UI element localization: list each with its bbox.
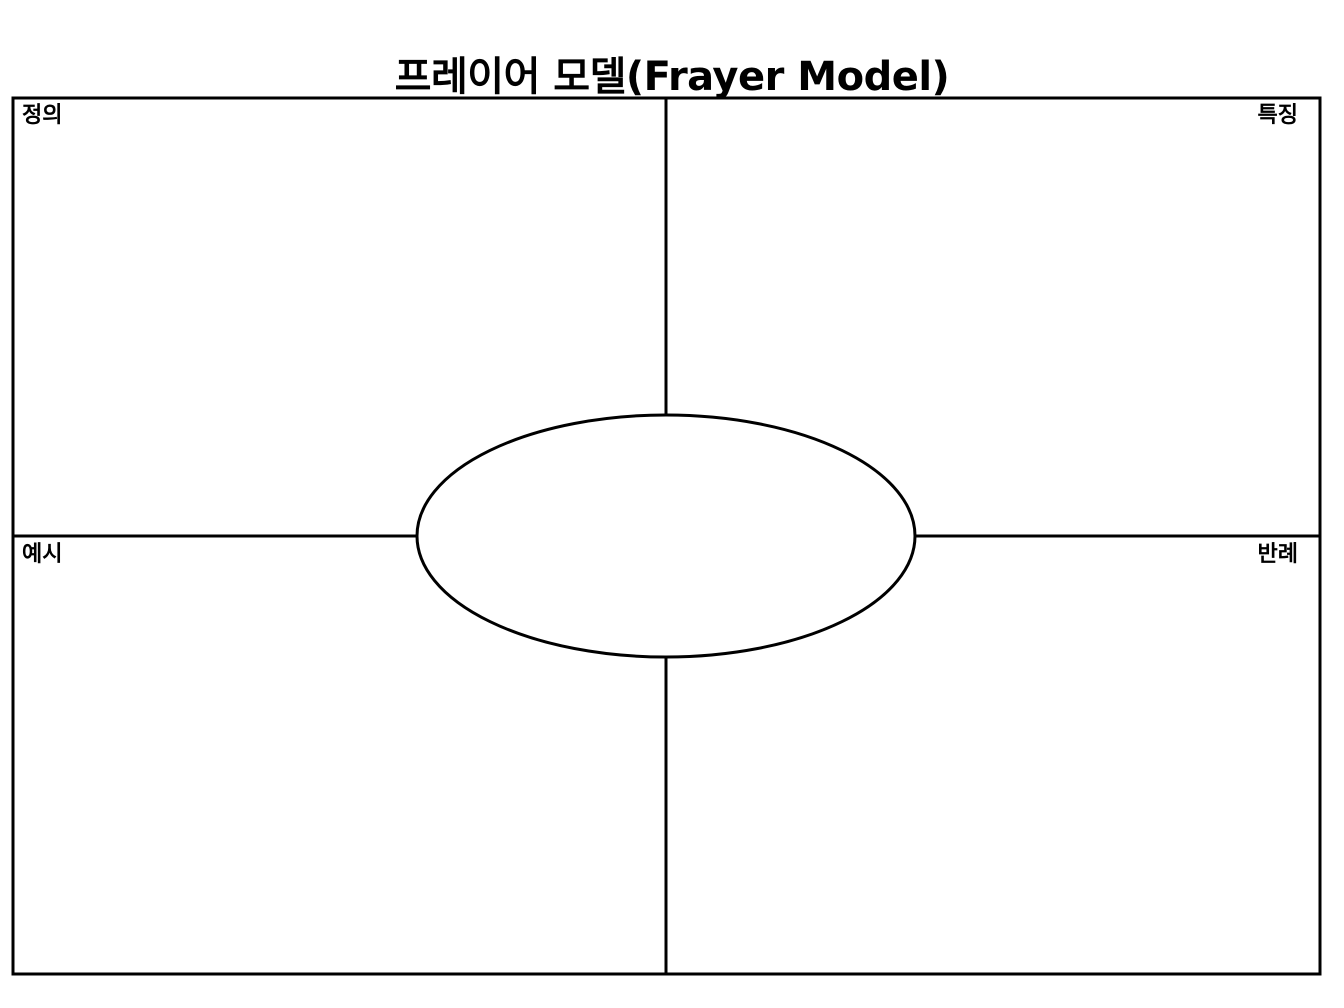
quadrant-label-examples: 예시 [22, 542, 63, 567]
quadrant-label-characteristics: 특징 [1257, 103, 1298, 128]
quadrant-label-definition: 정의 [22, 103, 63, 128]
quadrant-label-non-examples: 반례 [1257, 542, 1298, 567]
page-title: 프레이어 모델(Frayer Model) [394, 53, 950, 100]
center-term-ellipse[interactable] [415, 413, 917, 659]
